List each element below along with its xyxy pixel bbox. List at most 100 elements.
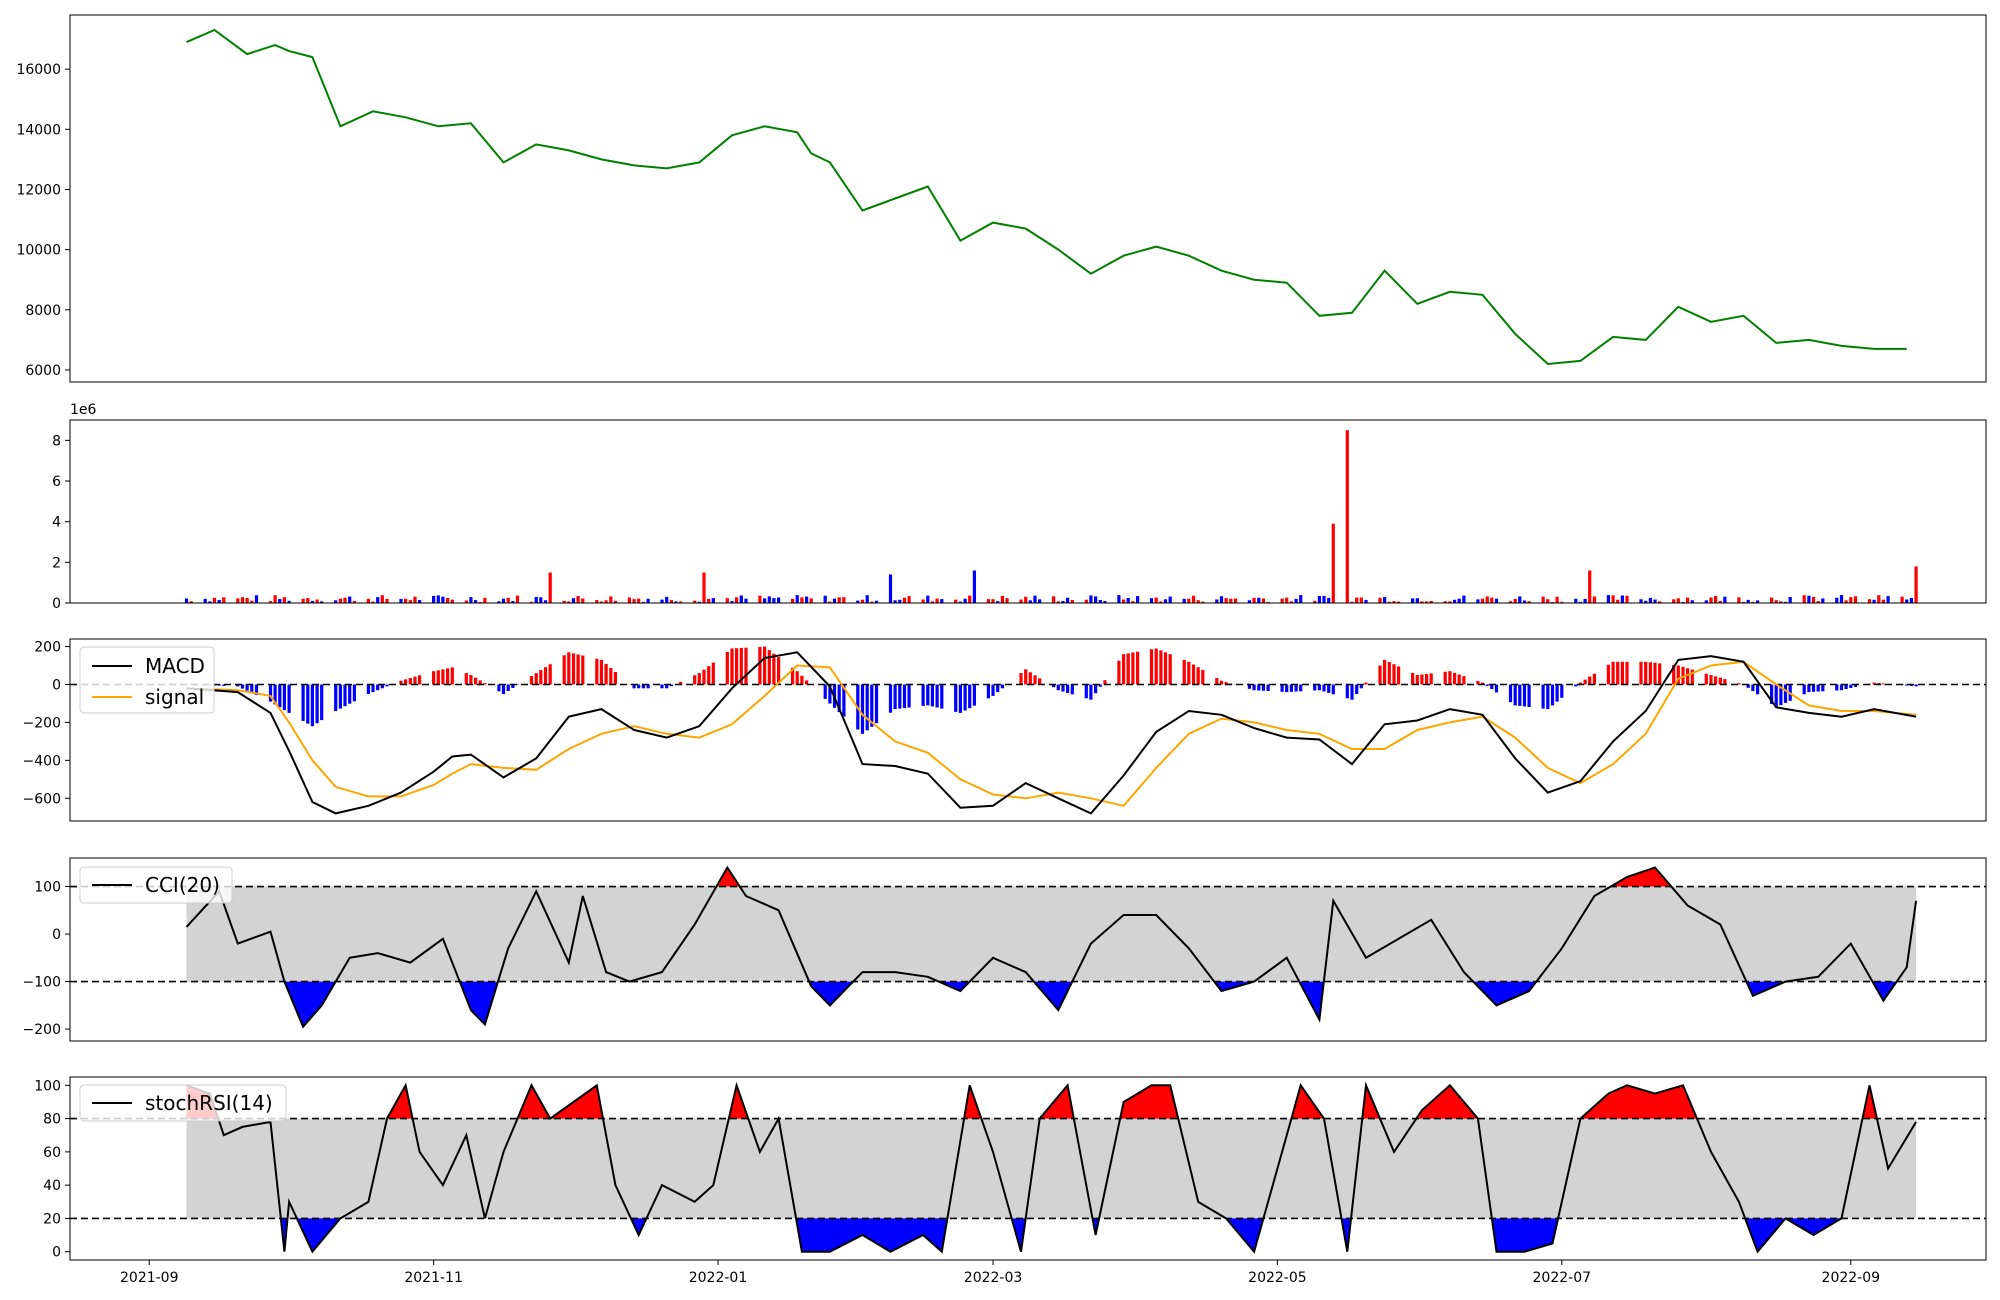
volume-bar [958, 601, 962, 603]
macd-histogram-bar [501, 684, 506, 694]
volume-bars-layer [184, 430, 1918, 603]
macd-histogram-bar [1425, 673, 1429, 685]
volume-bar [730, 601, 734, 603]
date-x-axis: 2021-09 2021-11 2022-01 2022-03 2022-05 2022-… [120, 1260, 1880, 1286]
macd-histogram-bar [511, 684, 515, 688]
macd-histogram-bar [874, 684, 879, 724]
macd-histogram-bar [1648, 662, 1652, 685]
macd-histogram-bar [991, 684, 995, 696]
volume-bar [315, 599, 319, 603]
volume-bar [1322, 595, 1326, 603]
macd-histogram-bar [1056, 684, 1060, 691]
macd-histogram-bar [739, 647, 743, 685]
volume-bar [1453, 599, 1457, 603]
macd-histogram-bar [1131, 652, 1135, 685]
volume-bar [991, 599, 995, 603]
macd-histogram-bar [1550, 684, 1555, 706]
macd-histogram-bar [310, 684, 314, 727]
volume-bar [1327, 597, 1331, 603]
volume-bar [1578, 601, 1582, 603]
volume-bar [1191, 595, 1196, 603]
volume-bar [1392, 601, 1396, 603]
macd-histogram-bar [315, 684, 319, 724]
volume-bar [1723, 596, 1727, 603]
volume-y-axis: 0 2 4 6 8 [52, 433, 70, 612]
volume-bar [1653, 599, 1657, 603]
macd-histogram-bar [1094, 684, 1098, 694]
macd-histogram-bar [1853, 684, 1858, 687]
macd-histogram-bar [1355, 684, 1359, 694]
macd-histogram-bar [1136, 651, 1140, 685]
volume-bar [1159, 601, 1163, 603]
volume-bar [1546, 599, 1550, 603]
volume-bar [1149, 598, 1154, 603]
volume-bar [1541, 596, 1545, 603]
volume-bar [1853, 596, 1858, 603]
macd-histogram-bar [343, 684, 347, 707]
x-tick-label: 2022-09 [1822, 1270, 1881, 1286]
macd-histogram-bar [791, 667, 795, 685]
macd-y-tick-label: 200 [34, 640, 61, 656]
volume-bar [1094, 596, 1098, 603]
volume-bar [539, 597, 543, 603]
stochrsi-frame [69, 1076, 1987, 1261]
macd-histogram-bar [1839, 684, 1844, 691]
macd-histogram-bar [1033, 675, 1037, 685]
volume-bar [1644, 600, 1648, 603]
volume-bar [418, 600, 422, 603]
volume-y-tick-label: 6 [52, 474, 61, 490]
volume-bar [1257, 597, 1261, 603]
macd-histogram-bar [1476, 681, 1480, 685]
volume-bar [1788, 597, 1792, 603]
volume-bar [320, 601, 324, 603]
macd-histogram-bar [1070, 684, 1074, 695]
macd-histogram-bar [1411, 672, 1415, 685]
volume-bar [497, 601, 501, 603]
volume-bar [1359, 597, 1363, 603]
macd-histogram-bar [450, 667, 454, 685]
macd-histogram-bar [805, 680, 809, 685]
volume-bar [1285, 597, 1289, 603]
volume-bar [1089, 595, 1093, 603]
volume-bar [1802, 595, 1806, 603]
volume-bar [1425, 601, 1429, 603]
macd-histogram-bar [1905, 684, 1909, 686]
volume-bar [1690, 600, 1694, 603]
macd-histogram-bar [707, 666, 711, 685]
macd-histogram-bar [334, 684, 338, 711]
macd-histogram-bar [371, 684, 375, 693]
volume-bar [529, 601, 534, 603]
volume-bar [478, 601, 482, 603]
volume-bar [1625, 595, 1629, 603]
macd-histogram-bar [958, 684, 962, 713]
volume-bar [870, 601, 874, 603]
macd-histogram-bar [860, 684, 865, 734]
macd-histogram-bar [1718, 677, 1722, 685]
volume-bar [1457, 598, 1461, 603]
stochrsi-y-tick-label: 80 [43, 1112, 61, 1128]
macd-histogram-bar [744, 647, 748, 685]
macd-histogram-bar [380, 684, 384, 689]
macd-histogram-bar [1052, 684, 1056, 688]
cci-y-tick-label: −100 [23, 975, 61, 991]
macd-histogram-bar [1448, 671, 1452, 685]
volume-bar [240, 597, 245, 603]
volume-bar [1252, 597, 1256, 603]
volume-bar [338, 598, 342, 603]
macd-histogram-bar [1019, 673, 1023, 685]
macd-histogram-bar [1462, 676, 1466, 685]
macd-histogram-bar [1415, 675, 1419, 685]
macd-histogram-bar [1103, 680, 1107, 685]
macd-histogram-bar [1313, 684, 1317, 691]
macd-histogram-bar [1639, 661, 1643, 685]
volume-bar [1196, 600, 1200, 603]
macd-histogram-bar [1611, 661, 1615, 685]
macd-histogram-bar [366, 684, 370, 694]
volume-bar [1704, 600, 1708, 603]
macd-histogram-bar [1224, 682, 1228, 685]
volume-bar [1345, 430, 1349, 603]
macd-histogram-bar [287, 684, 291, 713]
macd-histogram-bar [763, 646, 767, 685]
macd-histogram-bar [907, 684, 911, 708]
macd-histogram-bar [1327, 684, 1331, 693]
